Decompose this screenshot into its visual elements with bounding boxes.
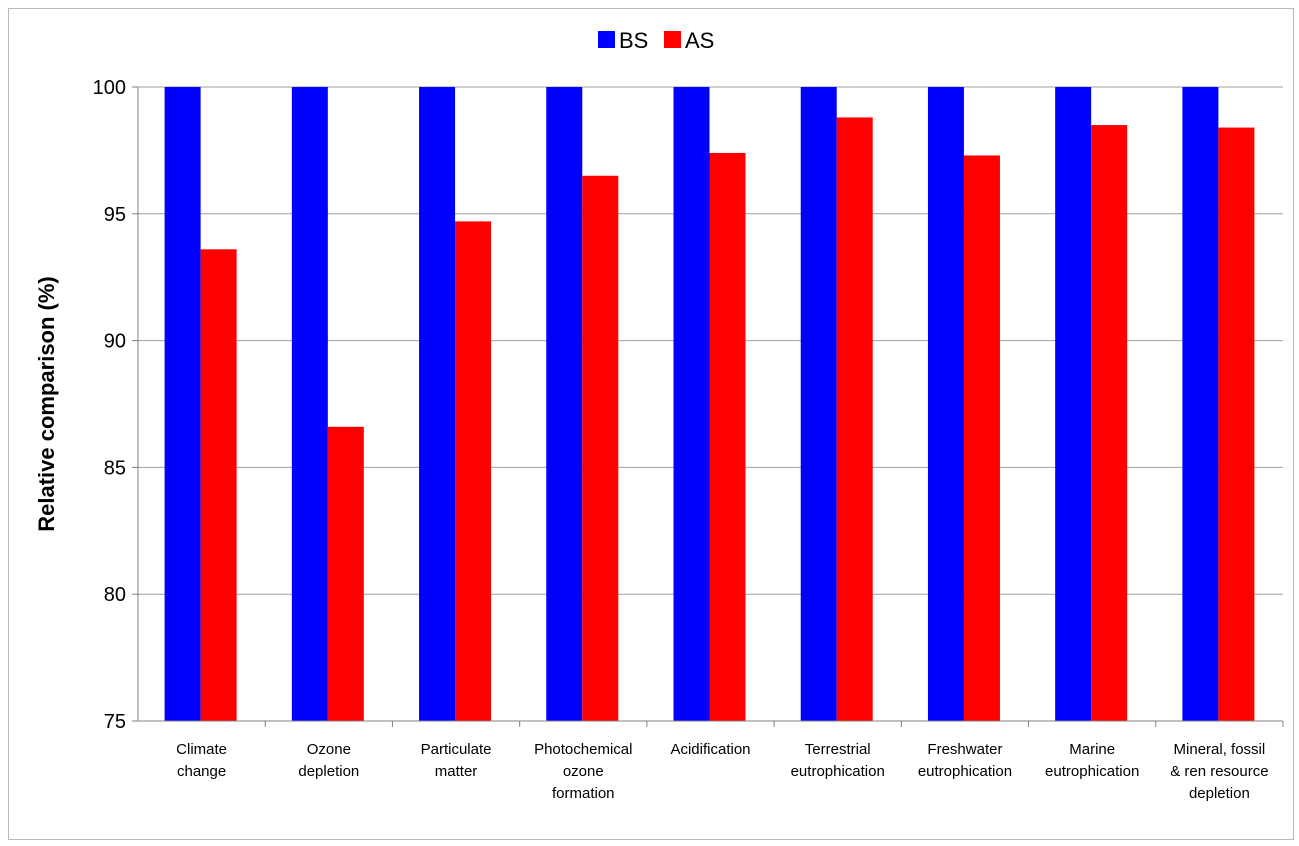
x-tick-label-line: change (177, 763, 226, 780)
bar-bs (800, 87, 837, 721)
legend-label-as: AS (685, 28, 714, 53)
bar-as (1218, 127, 1255, 722)
bar-bs (927, 87, 964, 721)
legend-swatch-as (664, 31, 681, 48)
x-tick-label-line: depletion (1189, 785, 1250, 802)
x-tick-label-line: Mineral, fossil (1174, 741, 1266, 758)
x-tick-label: Terrestrial eutrophication (791, 741, 885, 780)
bar-bs (419, 87, 456, 721)
y-tick-label: 80 (104, 584, 126, 606)
axes-layer: 75 80 85 90 95 100 Climate change Ozone depletion… (93, 77, 1284, 802)
y-tick-label: 85 (104, 457, 126, 479)
x-tick-label: Freshwater eutrophication (918, 741, 1012, 780)
x-tick-label: Ozone depletion (298, 741, 359, 780)
chart-frame (8, 8, 1294, 840)
bars-layer (164, 87, 1255, 722)
x-tick-label-line: Freshwater (927, 741, 1002, 758)
legend: BS AS (598, 28, 714, 53)
bar-as (455, 221, 492, 721)
x-tick-label-line: ozone (563, 763, 604, 780)
bar-as (200, 249, 237, 721)
x-tick-label-line: Ozone (307, 741, 351, 758)
y-tick-label: 90 (104, 331, 126, 353)
x-tick-label: Mineral, fossil & ren resource depletion (1170, 741, 1268, 802)
x-tick-label-line: Particulate (421, 741, 492, 758)
bar-bs (1055, 87, 1092, 721)
legend-label-bs: BS (619, 28, 648, 53)
x-tick-label: Photochemical ozone formation (534, 741, 632, 802)
x-tick-label: Marine eutrophication (1045, 741, 1139, 780)
bar-as (963, 155, 1000, 722)
x-tick-label-line: Acidification (670, 741, 750, 758)
y-tick-label: 95 (104, 204, 126, 226)
x-tick-label-line: & ren resource (1170, 763, 1268, 780)
x-tick-label-line: formation (552, 785, 615, 802)
x-tick-label: Climate change (176, 741, 227, 780)
x-tick-label-line: Terrestrial (805, 741, 871, 758)
bar-as (582, 175, 619, 721)
x-tick-label-line: eutrophication (791, 763, 885, 780)
x-tick-label: Particulate matter (421, 741, 492, 780)
x-tick-label-line: eutrophication (918, 763, 1012, 780)
bar-bs (1182, 87, 1219, 721)
x-tick-label-line: Marine (1069, 741, 1115, 758)
x-tick-label-line: Climate (176, 741, 227, 758)
y-tick-label: 100 (93, 77, 126, 99)
bar-as (836, 117, 873, 721)
x-tick-label-line: eutrophication (1045, 763, 1139, 780)
bar-bs (546, 87, 583, 721)
bar-bs (291, 87, 328, 721)
bar-as (1091, 125, 1128, 722)
x-tick-label-line: Photochemical (534, 741, 632, 758)
y-tick-label: 75 (104, 711, 126, 733)
y-axis-label: Relative comparison (%) (34, 276, 59, 532)
x-tick-label: Acidification (670, 741, 750, 758)
bar-as (327, 426, 364, 721)
bar-as (709, 152, 746, 721)
x-tick-label-line: matter (435, 763, 478, 780)
bar-bs (673, 87, 710, 721)
legend-swatch-bs (598, 31, 615, 48)
x-tick-label-line: depletion (298, 763, 359, 780)
bar-bs (164, 87, 201, 721)
